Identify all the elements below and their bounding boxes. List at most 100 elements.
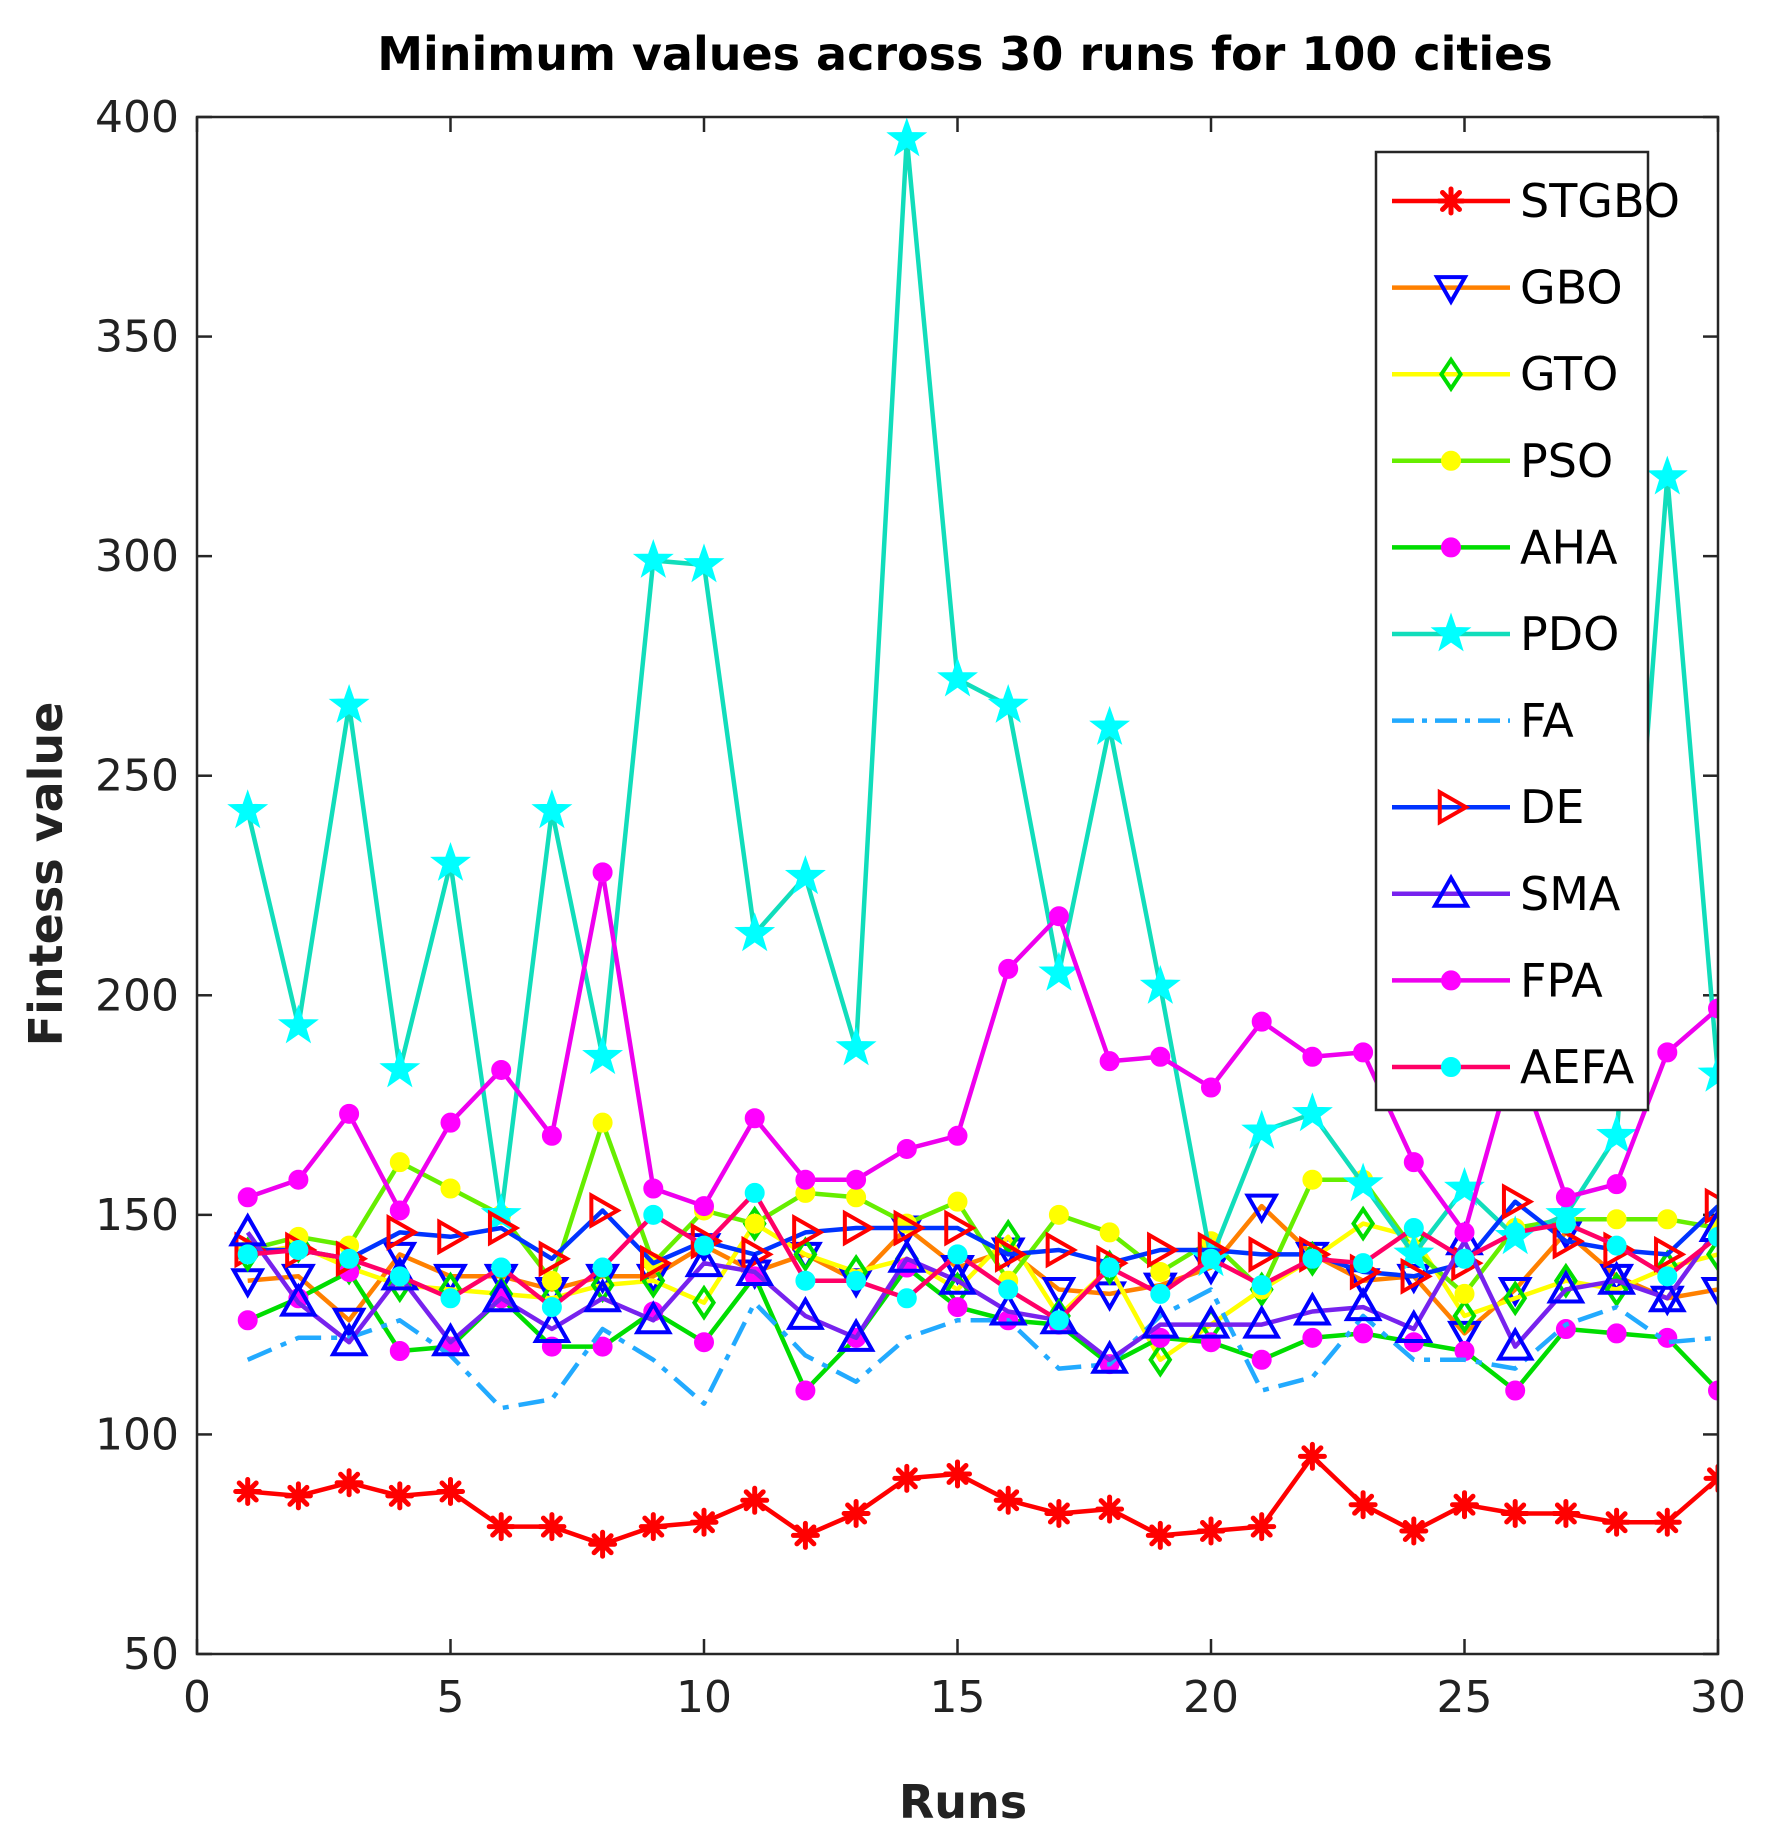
legend-entry-fa[interactable]: FA [1392, 694, 1574, 748]
data-point-fpa [1555, 1187, 1576, 1208]
legend-marker [1441, 970, 1461, 991]
data-point-aha [1555, 1319, 1576, 1340]
legend-label: FA [1520, 694, 1574, 748]
x-tick-label: 0 [183, 1672, 211, 1723]
legend-label: AEFA [1520, 1040, 1635, 1094]
data-point-aefa [1708, 1226, 1718, 1247]
data-point-de [1654, 1235, 1687, 1273]
series-stgbo [233, 1441, 1718, 1559]
data-point-fpa [694, 1196, 714, 1217]
data-point-gbo [1447, 1320, 1482, 1352]
data-point-fpa [288, 1169, 309, 1190]
data-point-fpa [795, 1169, 816, 1190]
legend-entry-pso[interactable]: PSO [1392, 434, 1613, 488]
data-point-sma [684, 1243, 724, 1278]
data-point-aefa [896, 1288, 917, 1309]
data-point-stgbo-core [1611, 1517, 1622, 1528]
data-point-gto [691, 1284, 717, 1321]
data-point-sma [1140, 1304, 1180, 1339]
data-point-gto [996, 1218, 1021, 1255]
y-tick-label: 200 [95, 970, 179, 1021]
data-point-sma [633, 1300, 673, 1335]
data-point-sma [532, 1308, 572, 1344]
x-axis-label: Runs [899, 1775, 1027, 1829]
data-point-aefa [1302, 1248, 1323, 1269]
data-point-stgbo-core [901, 1473, 912, 1484]
data-point-aha [947, 1297, 968, 1318]
x-tick-label: 25 [1437, 1672, 1493, 1723]
data-point-pdo [531, 789, 573, 829]
axis-ticks [195, 115, 1720, 1656]
data-point-fpa [896, 1138, 917, 1159]
data-point-sma [1698, 1207, 1718, 1243]
legend-entry-gbo[interactable]: GBO [1392, 261, 1623, 315]
data-point-stgbo-core [597, 1539, 608, 1550]
data-point-sma [988, 1291, 1028, 1326]
data-point-aefa [947, 1244, 968, 1265]
data-point-pdo [227, 789, 269, 829]
legend-marker [1431, 873, 1471, 908]
data-point-aefa [592, 1257, 613, 1278]
data-point-stgbo-core [1104, 1504, 1115, 1515]
series-aefa [237, 1182, 1718, 1331]
data-point-aefa [1403, 1218, 1424, 1239]
data-point-pdo [328, 683, 370, 723]
data-point-aefa [846, 1270, 867, 1291]
data-point-stgbo-core [851, 1508, 862, 1519]
data-point-aha [237, 1310, 258, 1331]
legend-entry-pdo[interactable]: PDO [1392, 607, 1619, 661]
data-point-gto [1351, 1205, 1376, 1242]
data-point-stgbo-core [1459, 1499, 1470, 1510]
data-point-aha [1606, 1323, 1627, 1344]
data-point-sma [1090, 1339, 1130, 1374]
data-point-aha [592, 1336, 613, 1357]
data-point-aefa [998, 1279, 1019, 1300]
chart-title: Minimum values across 30 runs for 100 ci… [377, 27, 1553, 81]
data-point-pdo [683, 543, 725, 583]
tick-labels: 0 5 10 15 20 25 30 50 100 150 200 250 300 350 400 [95, 92, 1746, 1723]
x-tick-label: 20 [1183, 1672, 1239, 1723]
data-point-gbo [382, 1241, 418, 1273]
data-point-pdo [1139, 964, 1181, 1004]
y-tick-label: 100 [95, 1409, 179, 1460]
data-point-pdo [1089, 705, 1131, 745]
data-point-pso [1606, 1209, 1627, 1230]
data-point-stgbo-core [1155, 1530, 1166, 1541]
data-point-pso [1454, 1283, 1475, 1304]
data-point-de [386, 1213, 419, 1251]
legend-entry-sma[interactable]: SMA [1392, 867, 1621, 921]
data-point-gto [1148, 1341, 1173, 1378]
legend-entry-aha[interactable]: AHA [1392, 520, 1618, 574]
data-point-stgbo-core [394, 1490, 405, 1501]
data-point-pdo [835, 1026, 877, 1066]
data-point-gto [793, 1236, 818, 1273]
data-point-sma [785, 1295, 825, 1330]
data-point-pdo [987, 683, 1029, 723]
data-point-sma [583, 1278, 623, 1313]
series-line-fpa [246, 870, 1718, 1235]
series-fa [246, 1287, 1718, 1411]
legend-entry-stgbo[interactable]: STGBO [1392, 174, 1680, 228]
data-point-pdo [886, 117, 928, 157]
legend-label: GTO [1520, 347, 1618, 401]
data-point-gbo [280, 1263, 316, 1295]
data-point-stgbo-core [749, 1495, 760, 1506]
legend[interactable]: STGBO GBO GTO PSO AHA PDO FA DE SMA FPA AEFA [1374, 150, 1680, 1112]
data-point-aefa [541, 1297, 562, 1318]
data-point-aha [1302, 1327, 1323, 1348]
data-point-fpa [947, 1125, 968, 1146]
data-point-aha [1505, 1380, 1526, 1401]
data-point-gto [1503, 1280, 1528, 1317]
legend-entry-de[interactable]: DE [1392, 780, 1585, 834]
legend-entry-aefa[interactable]: AEFA [1392, 1040, 1635, 1094]
data-point-gbo [433, 1263, 468, 1295]
data-point-gbo [1649, 1285, 1685, 1317]
legend-entry-gto[interactable]: GTO [1392, 347, 1618, 401]
data-point-fpa [643, 1178, 664, 1199]
data-point-stgbo-core [1510, 1508, 1521, 1519]
legend-entry-fpa[interactable]: FPA [1392, 953, 1603, 1007]
x-tick-label: 30 [1690, 1672, 1746, 1723]
data-point-de [640, 1244, 673, 1282]
data-point-pdo [784, 855, 826, 895]
